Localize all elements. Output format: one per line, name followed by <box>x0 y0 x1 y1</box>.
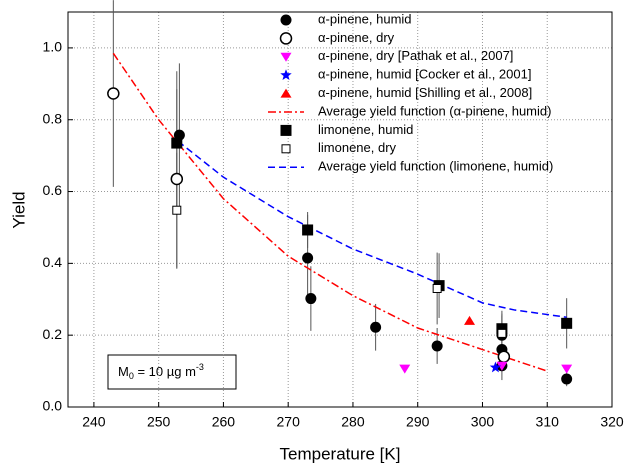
point <box>496 361 508 371</box>
annotation-sup: -3 <box>196 362 204 372</box>
legend-label: α-pinene, humid [Shilling et al., 2008] <box>318 85 532 100</box>
legend-marker <box>280 14 292 26</box>
legend-marker <box>280 88 292 98</box>
point <box>305 293 317 305</box>
x-tick-label: 240 <box>82 414 106 430</box>
x-tick-label: 320 <box>600 414 624 430</box>
point <box>561 317 573 329</box>
fit-line <box>177 140 567 318</box>
point <box>170 172 184 186</box>
x-tick-label: 310 <box>536 414 560 430</box>
point <box>171 137 183 149</box>
point <box>496 323 508 335</box>
x-tick-label: 290 <box>406 414 430 430</box>
legend-label: Average yield function (limonene, humid) <box>318 159 553 174</box>
legend-marker <box>279 32 293 45</box>
point <box>399 364 411 374</box>
legend-marker <box>281 144 291 154</box>
legend-label: limonene, humid <box>318 122 413 137</box>
point <box>489 361 502 373</box>
annotation-sub: 0 <box>129 371 134 381</box>
y-axis-label: Yield <box>9 191 28 228</box>
annotation: M0 = 10 µg m-3 <box>118 362 204 381</box>
x-tick-label: 250 <box>147 414 171 430</box>
point <box>464 315 476 325</box>
legend-label: Average yield function (α-pinene, humid) <box>318 103 551 118</box>
point <box>432 284 442 293</box>
point <box>302 252 314 264</box>
x-tick-label: 280 <box>341 414 365 430</box>
legend-marker <box>280 52 292 62</box>
legend-label: α-pinene, humid <box>318 11 412 26</box>
y-tick-label: 0.8 <box>43 110 63 126</box>
point <box>302 224 314 236</box>
legend-label: α-pinene, humid [Cocker et al., 2001] <box>318 67 531 82</box>
x-axis-label: Temperature [K] <box>280 444 401 463</box>
annotation-rest: = 10 µg m <box>134 364 196 379</box>
point <box>107 87 120 100</box>
annotation-main: M <box>118 364 129 379</box>
fit-line <box>112 52 548 372</box>
y-tick-label: 1.0 <box>43 39 63 55</box>
plot-frame <box>67 11 613 408</box>
point <box>370 321 382 333</box>
y-tick-label: 0.0 <box>43 398 63 414</box>
x-tick-label: 260 <box>212 414 236 430</box>
legend-label: limonene, dry <box>318 140 397 155</box>
legend-label: α-pinene, dry [Pathak et al., 2007] <box>318 48 513 63</box>
point <box>497 350 511 363</box>
point <box>172 205 182 215</box>
x-tick-label: 270 <box>277 414 301 430</box>
legend-marker <box>280 124 292 136</box>
y-tick-label: 0.6 <box>43 182 63 198</box>
y-tick-label: 0.4 <box>43 254 63 270</box>
x-tick-label: 300 <box>471 414 495 430</box>
y-tick-label: 0.2 <box>43 326 63 342</box>
point <box>561 373 573 385</box>
point <box>561 364 573 374</box>
legend-label: α-pinene, dry <box>318 30 395 45</box>
point <box>431 340 443 352</box>
annotation-box <box>107 354 237 390</box>
legend-marker <box>280 69 292 81</box>
point <box>497 328 507 338</box>
